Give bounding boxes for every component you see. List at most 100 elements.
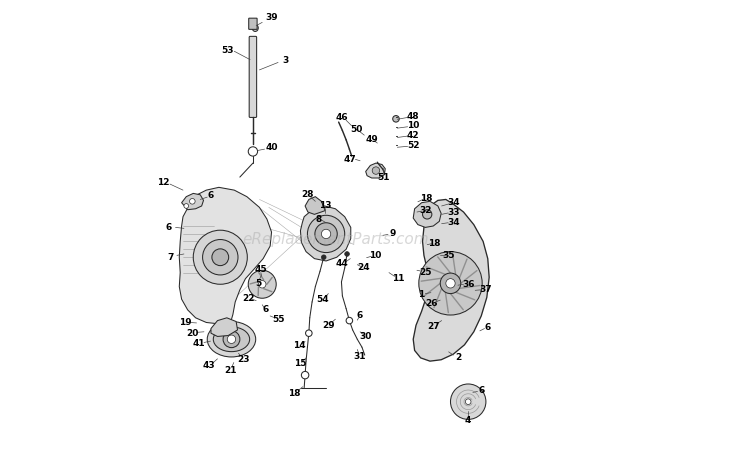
Text: 6: 6 bbox=[484, 322, 491, 332]
Text: 28: 28 bbox=[302, 190, 313, 199]
Text: 53: 53 bbox=[221, 46, 233, 55]
Polygon shape bbox=[301, 206, 351, 261]
Text: 10: 10 bbox=[369, 251, 381, 260]
Text: 15: 15 bbox=[294, 359, 307, 368]
Text: 5: 5 bbox=[255, 279, 262, 288]
Circle shape bbox=[345, 252, 350, 256]
Text: 22: 22 bbox=[242, 294, 254, 303]
Text: 48: 48 bbox=[407, 112, 419, 121]
Ellipse shape bbox=[252, 24, 258, 32]
Text: 33: 33 bbox=[447, 207, 460, 217]
Text: 14: 14 bbox=[292, 341, 305, 350]
Text: 2: 2 bbox=[454, 353, 461, 363]
Text: 3: 3 bbox=[283, 56, 289, 65]
Text: 10: 10 bbox=[407, 121, 419, 130]
Circle shape bbox=[322, 255, 326, 260]
Text: 6: 6 bbox=[166, 223, 172, 232]
Text: 19: 19 bbox=[178, 318, 191, 327]
Circle shape bbox=[440, 273, 460, 294]
Text: 13: 13 bbox=[319, 200, 332, 210]
Text: 49: 49 bbox=[365, 135, 378, 144]
Circle shape bbox=[190, 199, 195, 204]
Text: 30: 30 bbox=[359, 332, 372, 341]
Text: 42: 42 bbox=[407, 130, 419, 140]
Text: 34: 34 bbox=[447, 198, 460, 207]
Text: 6: 6 bbox=[208, 191, 214, 200]
Text: 6: 6 bbox=[357, 311, 363, 321]
Polygon shape bbox=[413, 199, 489, 361]
Text: 41: 41 bbox=[193, 339, 206, 349]
Circle shape bbox=[446, 279, 455, 288]
Circle shape bbox=[202, 240, 238, 275]
Text: 50: 50 bbox=[350, 125, 362, 134]
Text: 25: 25 bbox=[419, 268, 431, 277]
Text: 27: 27 bbox=[427, 322, 439, 331]
Text: 45: 45 bbox=[254, 265, 267, 274]
Circle shape bbox=[372, 167, 380, 174]
Circle shape bbox=[419, 252, 482, 315]
Polygon shape bbox=[182, 193, 203, 210]
Text: 24: 24 bbox=[357, 263, 370, 273]
Text: 54: 54 bbox=[316, 295, 329, 304]
Text: 18: 18 bbox=[428, 239, 441, 248]
Text: 39: 39 bbox=[266, 13, 278, 22]
Ellipse shape bbox=[207, 322, 256, 357]
Text: 1: 1 bbox=[419, 290, 424, 299]
Text: 36: 36 bbox=[462, 280, 475, 289]
Text: 40: 40 bbox=[266, 143, 278, 152]
Circle shape bbox=[223, 331, 240, 348]
Text: 12: 12 bbox=[157, 178, 170, 187]
Text: 44: 44 bbox=[336, 259, 349, 268]
Ellipse shape bbox=[213, 327, 250, 352]
Circle shape bbox=[451, 384, 486, 419]
Text: 8: 8 bbox=[315, 214, 321, 224]
Text: 35: 35 bbox=[442, 251, 455, 260]
Polygon shape bbox=[305, 197, 326, 214]
Text: eReplacementParts.com: eReplacementParts.com bbox=[242, 233, 429, 247]
Text: 7: 7 bbox=[168, 253, 174, 262]
Circle shape bbox=[322, 229, 331, 239]
Circle shape bbox=[393, 116, 399, 122]
FancyBboxPatch shape bbox=[249, 18, 257, 29]
Circle shape bbox=[248, 147, 257, 156]
Circle shape bbox=[248, 270, 276, 298]
Text: 46: 46 bbox=[335, 113, 348, 122]
Text: 34: 34 bbox=[447, 218, 460, 227]
Text: 43: 43 bbox=[202, 361, 215, 370]
Circle shape bbox=[346, 317, 352, 324]
Text: 23: 23 bbox=[237, 355, 250, 364]
Text: 47: 47 bbox=[344, 155, 357, 164]
Circle shape bbox=[227, 335, 236, 343]
Polygon shape bbox=[211, 318, 238, 336]
Circle shape bbox=[466, 399, 471, 404]
Circle shape bbox=[259, 281, 266, 288]
Text: 6: 6 bbox=[262, 305, 268, 315]
Circle shape bbox=[184, 204, 188, 208]
Text: 52: 52 bbox=[407, 141, 419, 150]
Text: 11: 11 bbox=[392, 274, 404, 283]
Text: 37: 37 bbox=[479, 285, 492, 295]
Text: 51: 51 bbox=[377, 172, 390, 182]
Circle shape bbox=[194, 230, 248, 284]
Text: 6: 6 bbox=[478, 386, 484, 395]
Text: 18: 18 bbox=[420, 193, 433, 203]
Text: 4: 4 bbox=[465, 416, 472, 425]
Text: 29: 29 bbox=[322, 321, 334, 330]
Circle shape bbox=[212, 249, 229, 266]
Text: 9: 9 bbox=[389, 229, 396, 239]
Polygon shape bbox=[413, 201, 441, 227]
Circle shape bbox=[422, 210, 432, 219]
Text: 31: 31 bbox=[354, 352, 366, 361]
Text: 18: 18 bbox=[288, 389, 301, 398]
Circle shape bbox=[302, 371, 309, 379]
Polygon shape bbox=[366, 163, 386, 178]
Text: 26: 26 bbox=[425, 299, 438, 308]
Text: 32: 32 bbox=[419, 206, 431, 215]
Circle shape bbox=[315, 223, 338, 245]
Text: 21: 21 bbox=[224, 366, 237, 375]
FancyBboxPatch shape bbox=[249, 36, 256, 117]
Circle shape bbox=[308, 215, 345, 253]
Polygon shape bbox=[179, 187, 272, 324]
Circle shape bbox=[305, 330, 312, 336]
Text: 20: 20 bbox=[186, 329, 199, 338]
